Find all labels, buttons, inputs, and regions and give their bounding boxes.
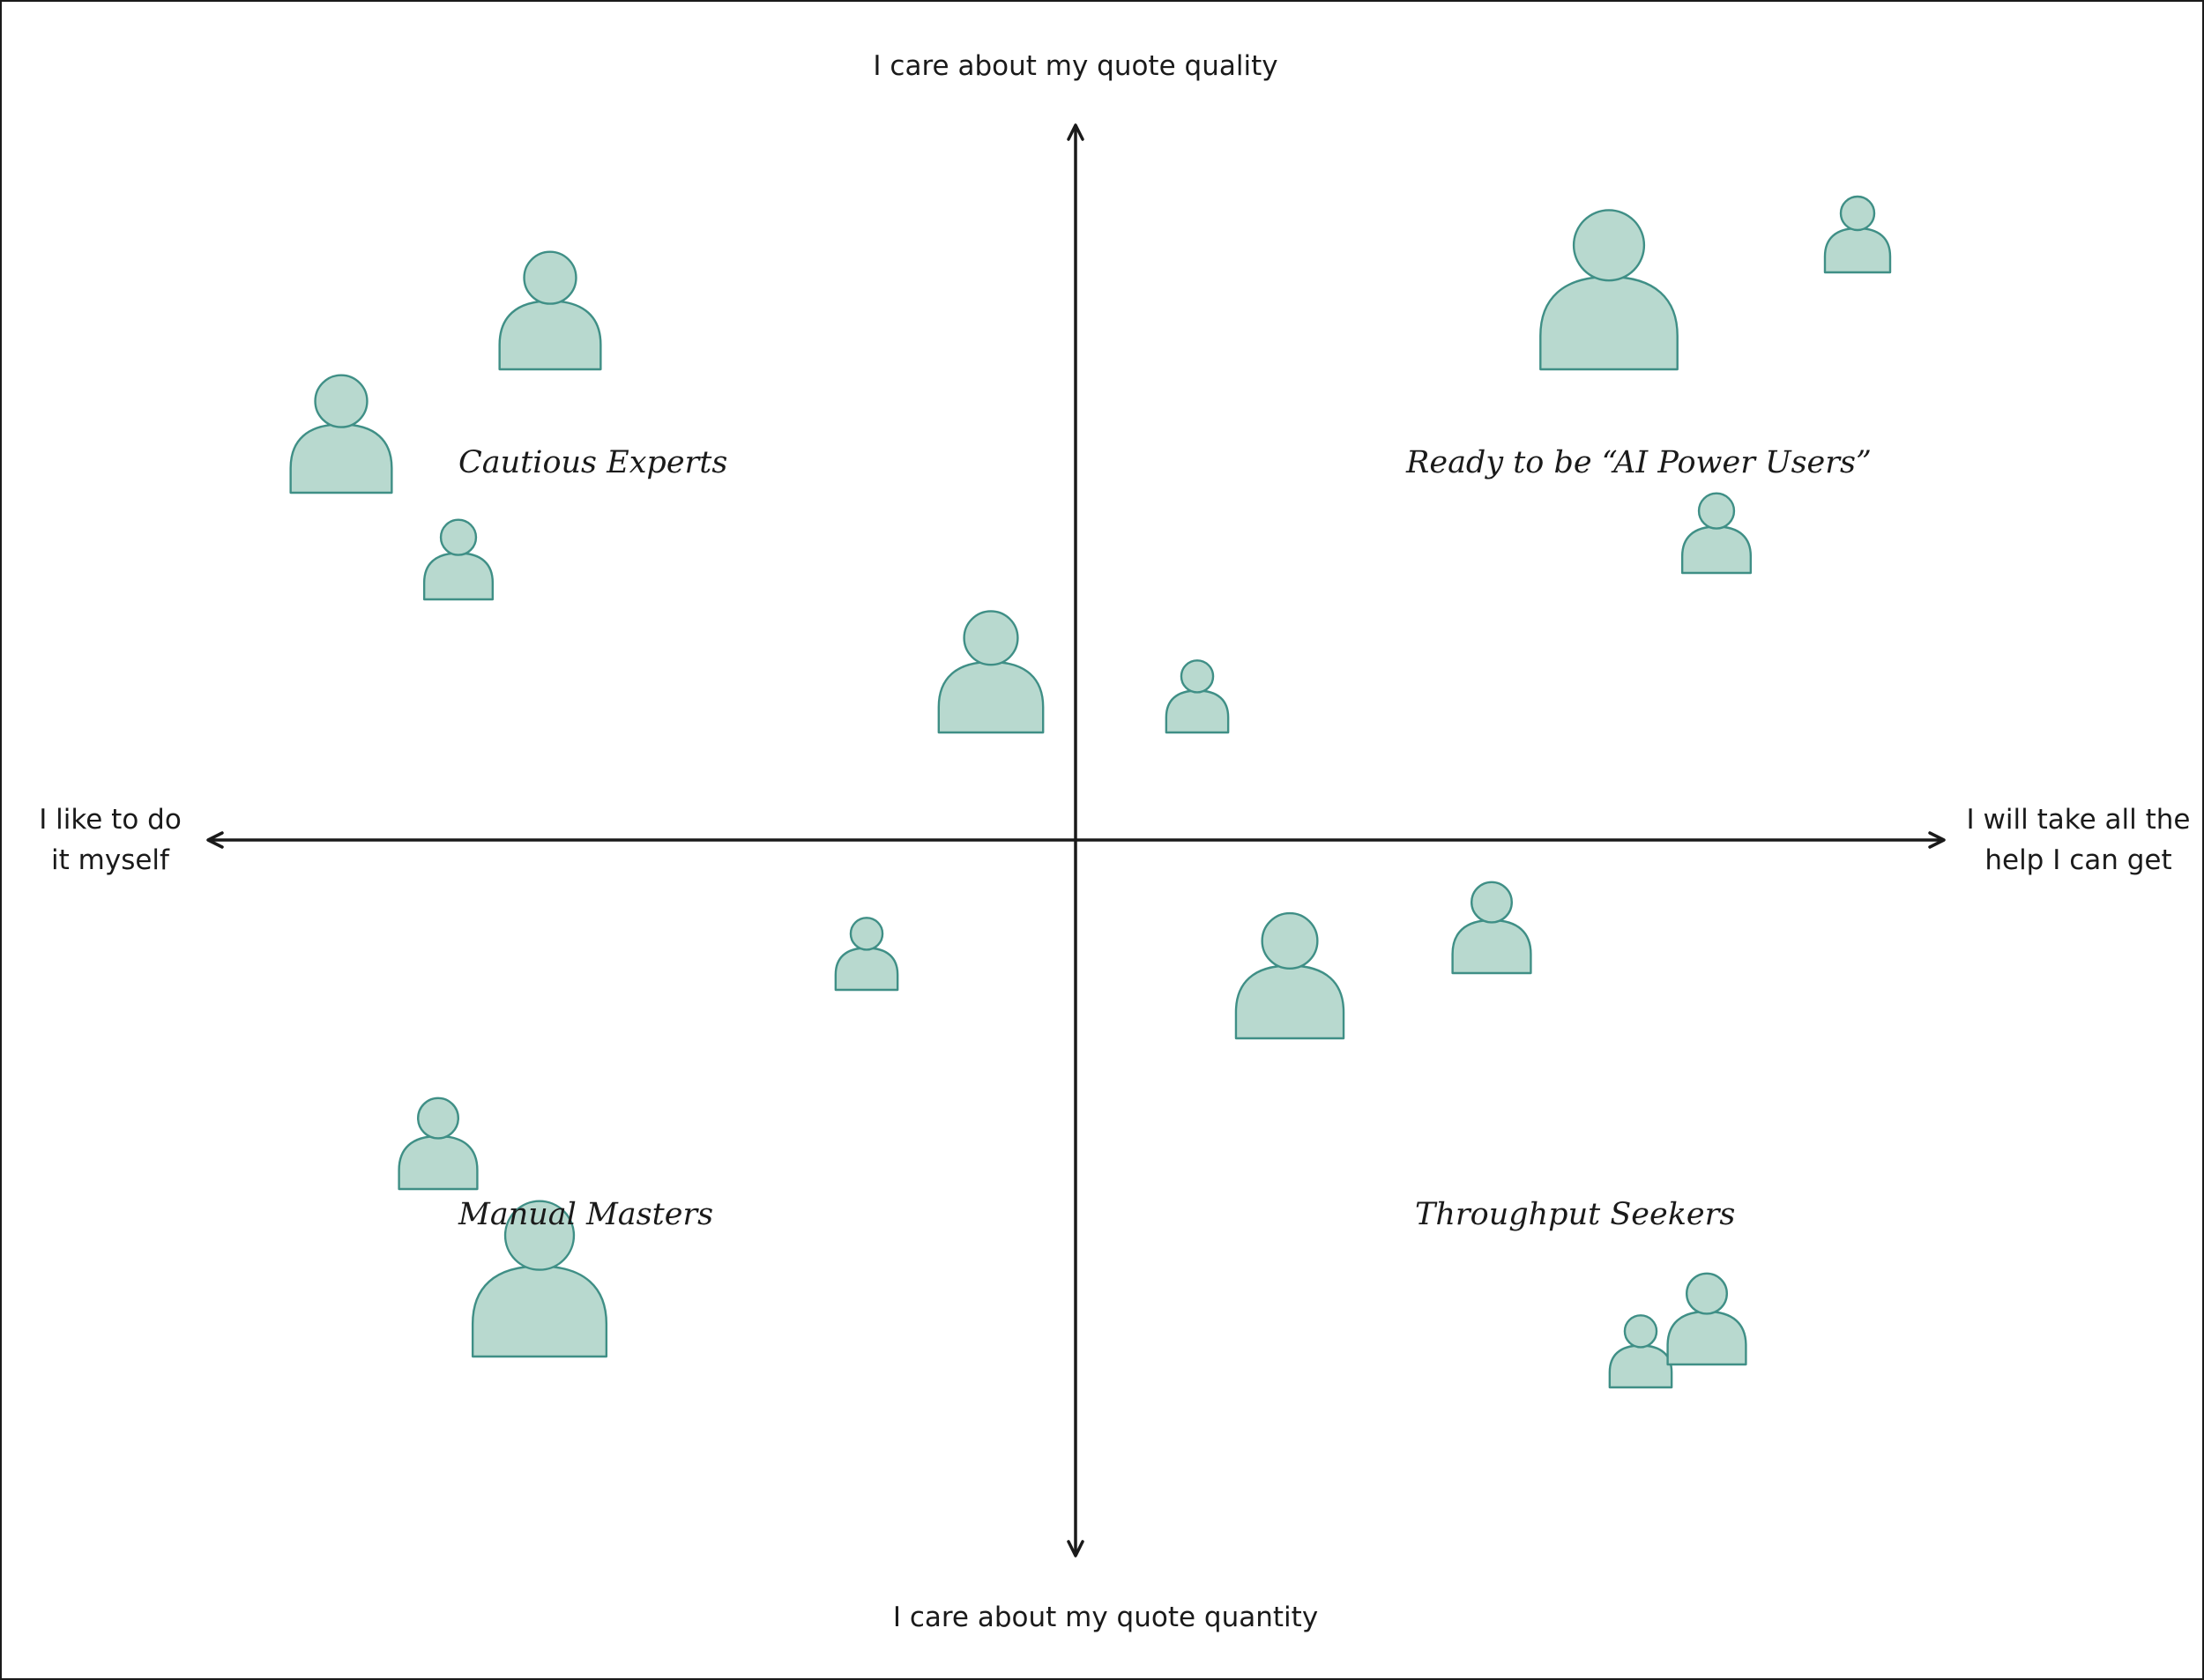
person-icon [1234, 911, 1345, 1040]
axis-label-right: I will take all the help I can get [1966, 804, 2191, 876]
person-icon [834, 917, 899, 992]
person-icon [1666, 1272, 1747, 1366]
person-icons [289, 195, 1892, 1389]
person-icon [422, 518, 495, 601]
person-icon [937, 610, 1045, 734]
person-icon [398, 1096, 479, 1191]
person-icon [289, 374, 393, 494]
quadrant-label-top-right: Ready to be “AI Power Users” [1406, 445, 1872, 480]
person-icon [1680, 492, 1753, 575]
person-icon [471, 1200, 608, 1358]
person-icon [1539, 209, 1679, 371]
axis-label-bottom: I care about my quote quantity [892, 1602, 1319, 1633]
quadrant-label-bottom-left: Manual Masters [458, 1197, 714, 1232]
axis-label-top: I care about my quote quality [873, 50, 1278, 82]
quadrant-label-top-left: Cautious Experts [458, 445, 728, 480]
person-icon [1823, 195, 1892, 274]
person-icon [1451, 881, 1532, 975]
person-icon [498, 250, 602, 371]
quadrant-label-bottom-right: Throughput Seekers [1415, 1197, 1736, 1232]
person-icon [1165, 659, 1230, 734]
axis-label-left: I like to do it myself [39, 804, 182, 876]
person-icon [1608, 1314, 1673, 1389]
